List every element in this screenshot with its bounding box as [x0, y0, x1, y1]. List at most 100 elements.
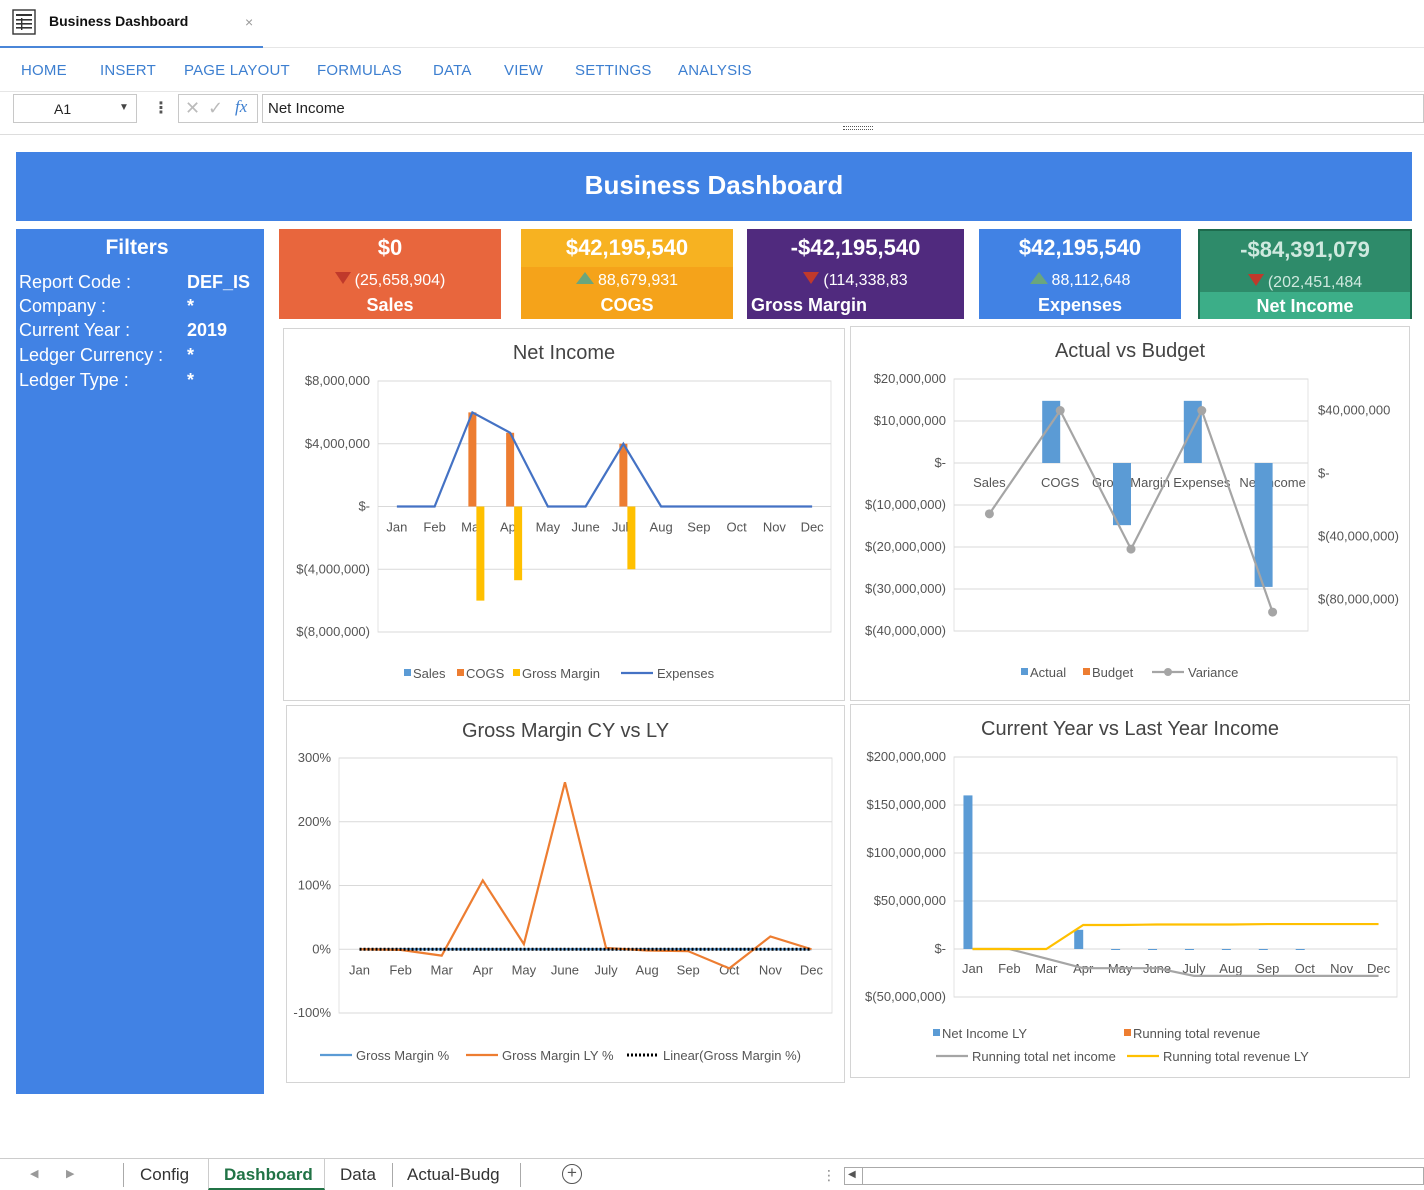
chart-panel-cy-vs-ly[interactable]: Current Year vs Last Year Income $200,00… — [850, 704, 1410, 1078]
x-tick-label: Oct — [1295, 961, 1316, 976]
x-tick-label: Jan — [386, 520, 407, 535]
data-point — [1055, 406, 1065, 415]
kpi-card-sales: $0 (25,658,904) Sales — [279, 229, 501, 319]
menu-view[interactable]: VIEW — [504, 62, 544, 79]
y-tick-label: 200% — [298, 814, 332, 829]
filters-panel: Filters Report Code : DEF_IS Company : *… — [16, 229, 264, 1094]
data-point — [984, 509, 994, 519]
bar-net-income-ly — [1258, 949, 1268, 950]
scroll-left-icon[interactable]: ◀ — [30, 1168, 39, 1180]
filter-value[interactable]: DEF_IS — [187, 272, 251, 292]
legend-swatch — [404, 669, 411, 676]
filter-value[interactable]: * — [187, 296, 195, 316]
document-title: Business Dashboard — [49, 13, 189, 29]
actual-vs-budget-chart: $20,000,000 $10,000,000 $- $(10,000,000) $(2… — [865, 371, 1399, 680]
kpi-label: Gross Margin — [751, 295, 868, 315]
legend-label: Linear(Gross Margin %) — [663, 1048, 801, 1063]
cell-reference: A1 — [54, 101, 72, 117]
x-tick-label: May — [536, 520, 561, 535]
y-tick-label: $4,000,000 — [305, 436, 370, 451]
x-tick-label: Nov — [1330, 961, 1354, 976]
formula-input[interactable]: Net Income — [262, 94, 1424, 123]
sheet-tab-actual-budg[interactable]: Actual-Budg — [407, 1165, 500, 1184]
kpi-value: $0 — [377, 235, 403, 260]
scroll-left-icon[interactable]: ◀ — [848, 1169, 856, 1180]
menu-data[interactable]: DATA — [433, 62, 472, 79]
chevron-down-icon[interactable]: ▼ — [119, 102, 129, 113]
y-tick-label: $20,000,000 — [874, 371, 946, 386]
filter-label: Company : — [19, 296, 107, 316]
sheet-tab-dashboard[interactable]: Dashboard — [224, 1165, 313, 1184]
filter-value[interactable]: * — [187, 370, 195, 390]
function-icon[interactable]: fx — [235, 97, 248, 116]
kpi-label: Net Income — [1256, 296, 1354, 316]
kpi-card-net-income[interactable]: -$84,391,079 (202,451,484 Net Income — [1198, 229, 1412, 319]
bar-cogs — [619, 443, 628, 507]
kpi-card-expenses: $42,195,540 88,112,648 Expenses — [979, 229, 1181, 319]
legend-label: Sales — [413, 666, 446, 681]
kpi-value: $42,195,540 — [1018, 235, 1142, 260]
chart-title: Net Income — [512, 342, 616, 364]
confirm-icon[interactable]: ✓ — [208, 98, 224, 118]
bar-net-income-ly — [1111, 949, 1121, 950]
formula-text: Net Income — [268, 100, 345, 117]
bar-cogs — [506, 432, 515, 507]
bar-net-income-ly — [963, 795, 973, 949]
kpi-label: Sales — [366, 295, 414, 315]
legend-swatch — [1021, 668, 1028, 675]
legend-swatch — [1083, 668, 1090, 675]
y-tick-label: 100% — [298, 878, 332, 893]
menu-insert[interactable]: INSERT — [100, 62, 156, 79]
legend-swatch — [933, 1029, 940, 1036]
y-tick-label: -100% — [293, 1005, 331, 1020]
trend-up-icon — [575, 272, 594, 284]
chart-panel-gross-margin[interactable]: Gross Margin CY vs LY 300% 200% 100% 0% -100… — [286, 705, 845, 1083]
menu-formulas[interactable]: FORMULAS — [317, 62, 402, 79]
legend-label: Net Income LY — [942, 1026, 1027, 1041]
y-tick-label: $(30,000,000) — [865, 581, 946, 596]
line-running-total-net-income — [972, 947, 1379, 977]
bar-cogs — [468, 412, 477, 507]
chart-panel-net-income[interactable]: Net Income $8,000,000 $4,000,000 $- $(4,000… — [283, 328, 845, 701]
trend-up-icon — [1029, 272, 1048, 284]
x-tick-label: Sep — [687, 520, 710, 535]
x-tick-label: Feb — [423, 520, 445, 535]
resize-handle[interactable] — [843, 126, 873, 130]
menu-home[interactable]: HOME — [21, 62, 67, 79]
kpi-label-band — [1200, 292, 1410, 319]
menu-analysis[interactable]: ANALYSIS — [678, 62, 752, 79]
name-box[interactable]: A1 — [13, 94, 137, 123]
close-tab-icon[interactable]: × — [245, 14, 254, 30]
bar-actual — [1113, 463, 1131, 526]
cancel-icon[interactable]: ✕ — [185, 98, 201, 118]
horizontal-scrollbar[interactable]: ◀ — [844, 1167, 1424, 1185]
y-tick-label: $100,000,000 — [866, 845, 946, 860]
filter-value[interactable]: 2019 — [187, 320, 228, 340]
document-tab[interactable]: Business Dashboard × — [0, 0, 263, 48]
chart-panel-actual-vs-budget[interactable]: Actual vs Budget $20,000,000 $10,000,000 $… — [850, 326, 1410, 701]
x-tick-label: Nov — [759, 962, 783, 977]
chart-title: Current Year vs Last Year Income — [981, 718, 1279, 740]
y2-tick-label: $(40,000,000) — [1318, 529, 1399, 544]
scroll-right-icon[interactable]: ▶ — [66, 1168, 75, 1180]
filter-value[interactable]: * — [187, 345, 195, 365]
x-tick-label: Feb — [389, 962, 411, 977]
more-options-icon[interactable]: ⋮ — [822, 1167, 836, 1183]
menu-settings[interactable]: SETTINGS — [575, 62, 652, 79]
sheet-tab-data[interactable]: Data — [340, 1165, 376, 1184]
filters-title: Filters — [105, 236, 169, 259]
chart-title: Actual vs Budget — [1054, 340, 1206, 362]
legend-swatch — [457, 669, 464, 676]
bar-net-income-ly — [1148, 949, 1158, 950]
bar-gross-margin — [627, 506, 636, 570]
trend-down-icon — [1247, 274, 1264, 286]
add-sheet-icon[interactable]: + — [562, 1164, 582, 1184]
more-options-icon[interactable]: ⋮ — [153, 100, 169, 117]
menu-page-layout[interactable]: PAGE LAYOUT — [184, 62, 290, 79]
cy-vs-ly-chart: $200,000,000 $150,000,000 $100,000,000 $50,… — [865, 749, 1398, 1064]
legend-label: Actual — [1030, 665, 1066, 680]
dashboard-title: Business Dashboard — [16, 152, 1412, 221]
y-tick-label: $8,000,000 — [305, 373, 370, 388]
sheet-tab-config[interactable]: Config — [140, 1165, 190, 1184]
kpi-header-band — [521, 229, 733, 267]
